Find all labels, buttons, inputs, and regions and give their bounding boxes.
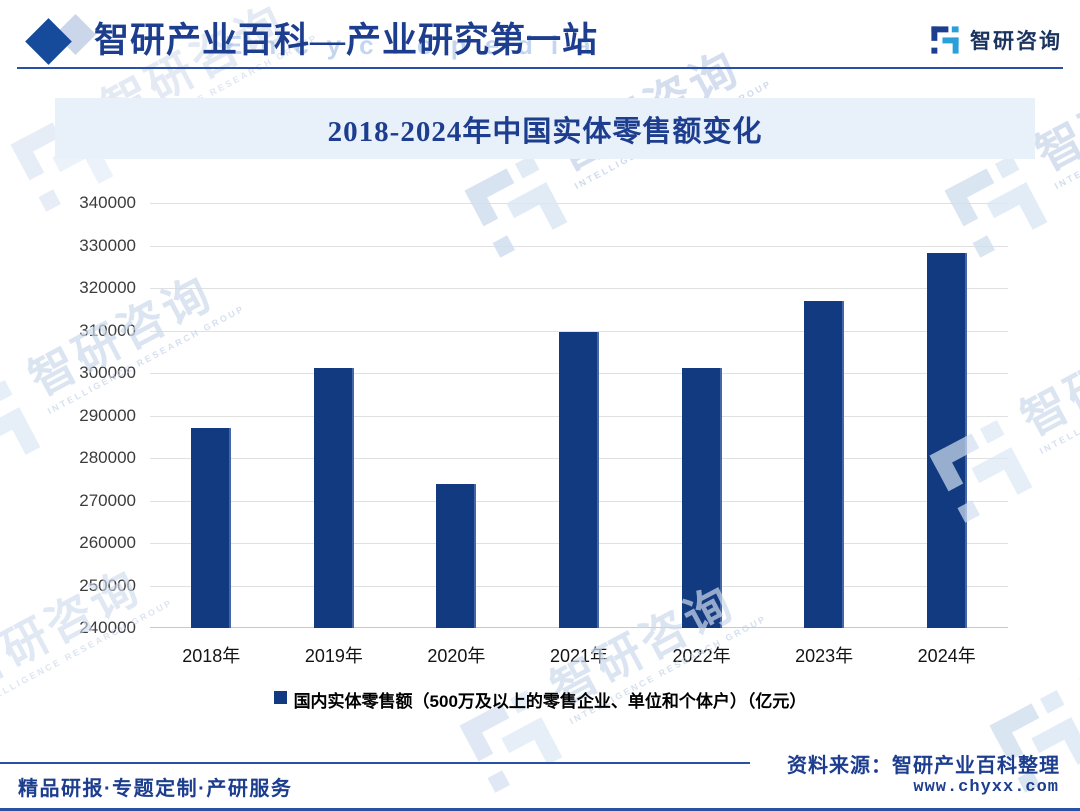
y-axis-label: 270000 — [79, 490, 136, 510]
zhiyan-logo-text: 智研咨询 — [970, 30, 1062, 53]
header-divider — [17, 67, 1063, 69]
y-axis-label: 320000 — [79, 278, 136, 297]
website-url: www.chyxx.com — [913, 778, 1059, 797]
bar-2021年 — [559, 331, 599, 628]
zhiyan-logo-icon — [931, 26, 959, 54]
header-title: 智研产业百科—产业研究第一站 — [94, 21, 599, 60]
x-axis-label: 2018年 — [182, 646, 241, 666]
y-axis-label: 240000 — [79, 618, 136, 637]
bar-chart: 240000 250000 260000 270000 280000 290000 3000… — [79, 193, 1008, 666]
footer-services: 精品研报·专题定制·产研服务 — [18, 778, 293, 800]
chart-title: 2018-2024年中国实体零售额变化 — [327, 115, 763, 148]
zhiyan-logo: 智研咨询 — [928, 23, 1062, 57]
source-note: 资料来源：智研产业百科整理 — [787, 755, 1060, 777]
watermark-en-text: INTELLIGENCE RESEARCH GROUP — [1052, 78, 1080, 191]
y-axis-label: 260000 — [79, 533, 136, 552]
gridline — [150, 203, 1008, 204]
bar-2020年 — [436, 483, 477, 628]
gridline — [150, 288, 1008, 289]
watermark-en-text: INTELLIGENCE RESEARCH GROUP — [1037, 343, 1080, 456]
y-axis-label: 290000 — [79, 405, 136, 425]
x-axis-label: 2023年 — [795, 646, 854, 666]
x-axis-label: 2022年 — [672, 646, 731, 666]
x-axis-label: 2021年 — [549, 646, 609, 666]
chart-legend: 国内实体零售额（500万及以上的零售企业、单位和个体户）（亿元） — [0, 687, 1080, 712]
x-axis-label: 2024年 — [917, 646, 976, 666]
legend-label: 国内实体零售额（500万及以上的零售企业、单位和个体户）（亿元） — [293, 692, 807, 711]
x-axis-label: 2020年 — [427, 646, 486, 666]
bar-2024年 — [926, 253, 967, 628]
bar-2018年 — [191, 428, 232, 628]
bar-2019年 — [313, 367, 354, 628]
gridline — [150, 330, 1008, 332]
gridline — [150, 245, 1008, 247]
bar-2022年 — [681, 367, 722, 628]
bottom-border — [0, 808, 1080, 811]
bar-2023年 — [804, 301, 845, 628]
legend-swatch-icon — [273, 691, 287, 704]
y-axis-label: 280000 — [79, 448, 136, 467]
x-axis-label: 2019年 — [304, 646, 363, 666]
y-axis-label: 340000 — [79, 193, 136, 212]
latin-watermark: Encyclopedia — [225, 30, 609, 60]
chart-title-band: 2018-2024年中国实体零售额变化 — [55, 98, 1035, 159]
y-axis-label: 300000 — [79, 363, 136, 382]
watermark-cn-text: 智研咨询 — [1012, 305, 1080, 446]
y-axis-label: 250000 — [79, 575, 136, 595]
footer-divider — [0, 762, 750, 764]
y-axis-label: 330000 — [79, 235, 136, 255]
brand-diamond-icon — [24, 13, 104, 68]
y-axis-label: 310000 — [79, 320, 136, 340]
